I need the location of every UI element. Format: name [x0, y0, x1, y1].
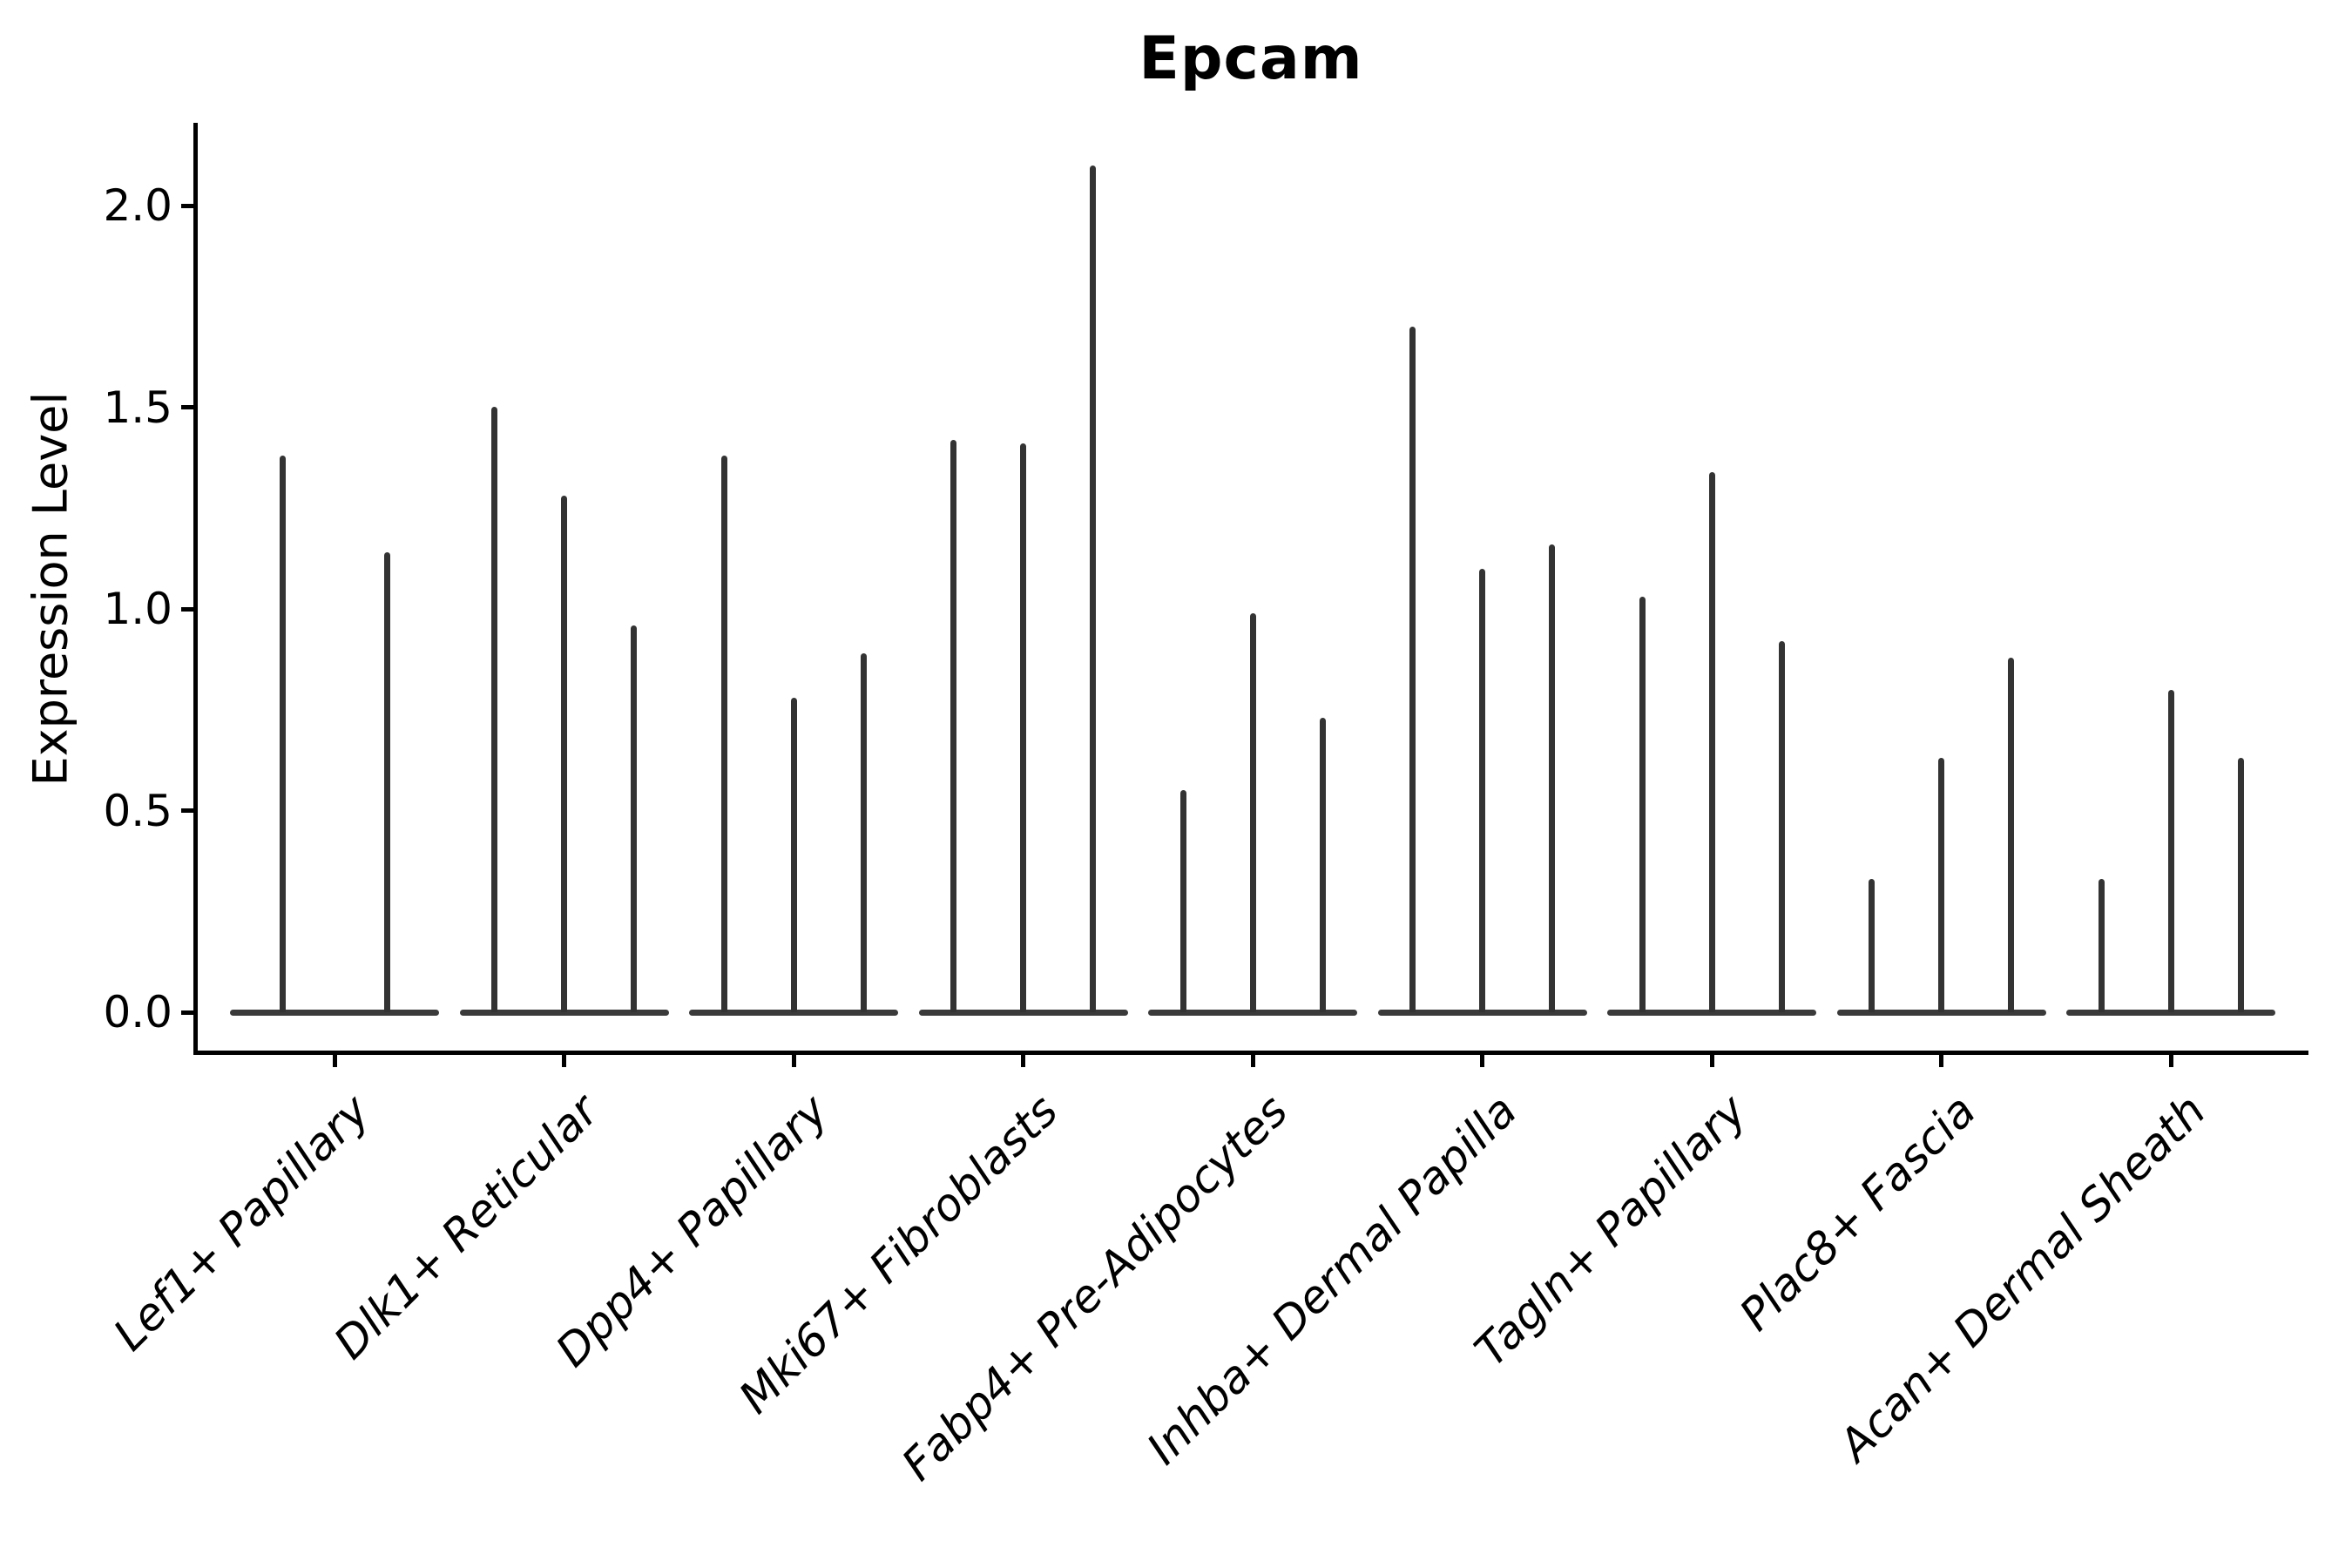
- violin-needle: [631, 625, 637, 1012]
- violin-base: [1148, 1009, 1357, 1016]
- violin-needle: [860, 653, 867, 1012]
- x-tick-mark: [791, 1055, 796, 1067]
- violin-needle: [1409, 327, 1416, 1012]
- violin-needle: [2237, 758, 2244, 1012]
- violin-needle: [1708, 472, 1715, 1012]
- x-tick-mark: [562, 1055, 566, 1067]
- violin-needle: [279, 456, 286, 1012]
- y-tick-label: 1.0: [103, 584, 172, 634]
- violin-base: [459, 1009, 669, 1016]
- x-tick-label: Inhba+ Dermal Papilla: [1138, 1085, 1528, 1476]
- violin-needle: [2008, 658, 2014, 1012]
- y-tick-mark: [181, 405, 193, 409]
- y-tick-label: 0.5: [103, 785, 172, 836]
- y-tick-label: 2.0: [103, 180, 172, 231]
- violin-base: [1836, 1009, 2046, 1016]
- violin-base: [2066, 1009, 2275, 1016]
- y-tick-mark: [181, 808, 193, 813]
- x-tick-mark: [332, 1055, 337, 1067]
- violin-needle: [2167, 690, 2174, 1012]
- violin-needle: [383, 552, 390, 1012]
- chart-title: Epcam: [1139, 24, 1363, 93]
- y-tick-mark: [181, 1010, 193, 1015]
- violin-needle: [950, 440, 956, 1012]
- violin-needle: [790, 698, 797, 1012]
- violin-base: [689, 1009, 898, 1016]
- violin-needle: [1319, 718, 1326, 1012]
- x-tick-mark: [2168, 1055, 2173, 1067]
- x-tick-mark: [1939, 1055, 1943, 1067]
- violin-needle: [1020, 443, 1026, 1012]
- y-tick-mark: [181, 606, 193, 612]
- x-tick-label: Acan+ Dermal Sheath: [1829, 1085, 2216, 1472]
- x-tick-label: Fabp4+ Pre-Adipocytes: [892, 1085, 1298, 1491]
- violin-needle: [1869, 879, 1875, 1012]
- x-axis-spine: [193, 1051, 2308, 1055]
- y-tick-label: 1.5: [103, 382, 172, 433]
- y-axis-spine: [193, 123, 198, 1055]
- y-tick-mark: [181, 203, 193, 208]
- violin-base: [230, 1009, 439, 1016]
- violin-base: [1377, 1009, 1587, 1016]
- violin-needle: [1179, 790, 1186, 1012]
- y-tick-label: 0.0: [103, 987, 172, 1037]
- violin-needle: [1090, 166, 1096, 1012]
- violin-base: [1607, 1009, 1816, 1016]
- violin-needle: [491, 407, 497, 1012]
- violin-needle: [1938, 758, 1944, 1012]
- x-tick-mark: [1480, 1055, 1484, 1067]
- x-tick-label: Plac8+ Fascia: [1730, 1085, 1987, 1342]
- x-tick-mark: [1250, 1055, 1255, 1067]
- violin-needle: [1479, 569, 1485, 1012]
- violin-needle: [1639, 597, 1646, 1012]
- violin-needle: [1249, 613, 1256, 1012]
- violin-needle: [561, 496, 567, 1012]
- violin-needle: [720, 456, 727, 1012]
- violin-needle: [2098, 879, 2105, 1012]
- x-tick-mark: [1021, 1055, 1025, 1067]
- violin-base: [918, 1009, 1128, 1016]
- x-tick-mark: [1709, 1055, 1714, 1067]
- violin-needle: [1778, 641, 1785, 1012]
- violin-needle: [1549, 544, 1555, 1012]
